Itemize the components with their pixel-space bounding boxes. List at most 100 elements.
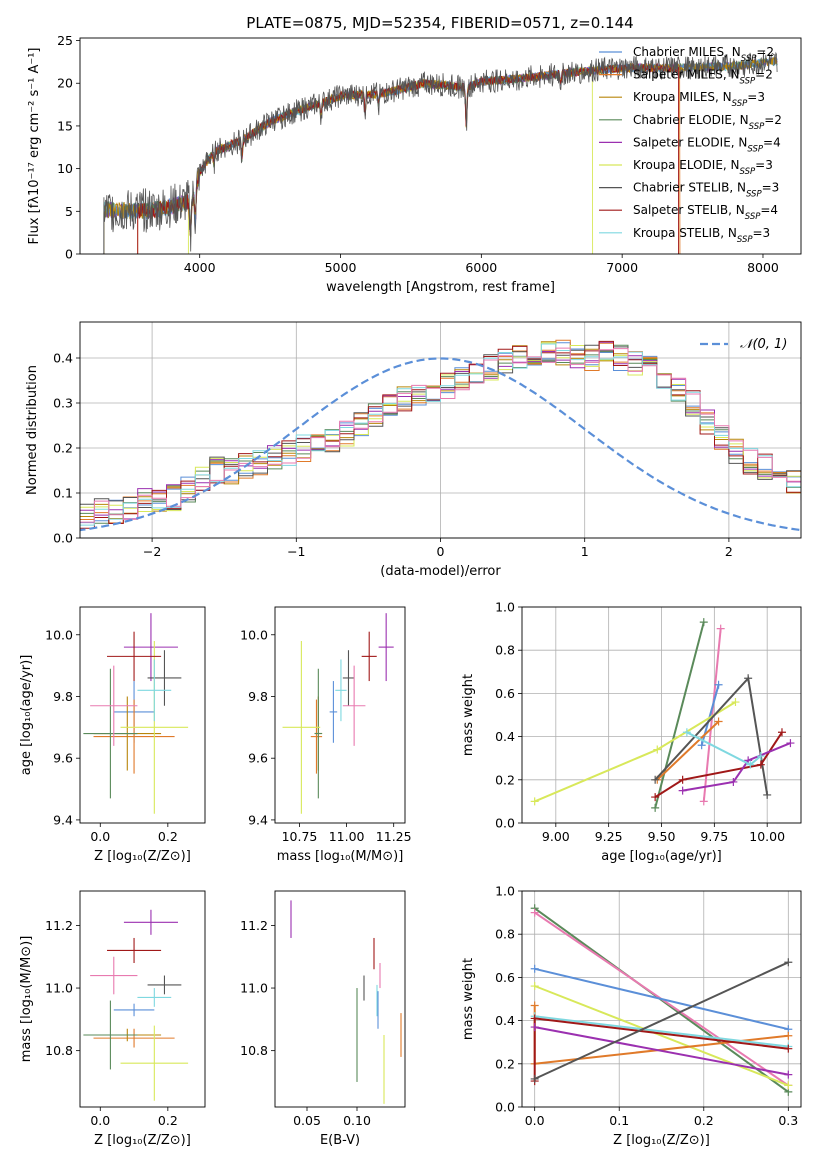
histogram-step [80, 344, 801, 510]
series-marker [763, 790, 772, 799]
y-axis-label: Normed distribution [25, 365, 40, 495]
series-line [654, 731, 783, 798]
x-tick-label: 7000 [606, 260, 638, 275]
x-tick-label: 0.0 [90, 829, 110, 844]
plot-area [282, 613, 394, 814]
plot-area [530, 904, 793, 1096]
plot-area [290, 900, 402, 1104]
series-marker [530, 982, 539, 991]
x-axis-label: Z [log₁₀(Z/Z⊙)] [94, 1133, 191, 1148]
x-tick-label: 0.0 [90, 1113, 110, 1128]
series-marker [777, 728, 786, 737]
y-tick-label: 0.4 [495, 729, 515, 744]
histogram-step [80, 342, 801, 512]
x-tick-label: 0.2 [694, 1113, 714, 1128]
panel-mass-vs-Z: 0.0 0.2 10.8 11.0 11.2 Z [log₁₀(Z/Z⊙)] mass [l… [19, 890, 206, 1148]
series-marker [678, 775, 687, 784]
series-marker [699, 797, 708, 806]
x-tick-label: 10.75 [282, 829, 318, 844]
y-tick-label: 0.4 [53, 351, 73, 366]
series-line [656, 720, 720, 781]
y-tick-label: 0.3 [53, 396, 73, 411]
plot-area [103, 51, 778, 254]
panels: 4000 5000 6000 7000 80000510152025wavelength… [19, 33, 802, 1148]
legend-entry: Salpeter MILES, NSSP=2 [633, 68, 773, 87]
y-tick-label: 5 [65, 204, 73, 219]
x-tick-label: 5000 [325, 260, 357, 275]
y-tick-label: 0.2 [495, 1056, 515, 1071]
y-tick-label: 9.4 [53, 812, 73, 827]
legend-entry: Salpeter STELIB, NSSP=4 [633, 203, 778, 222]
histogram-step [80, 342, 801, 524]
legend-entry: Salpeter ELODIE, NSSP=4 [633, 135, 781, 154]
series-marker [784, 1044, 793, 1053]
series-line [534, 1026, 789, 1076]
y-axis-label: Flux [fλ10⁻¹⁷ erg cm⁻² s⁻¹ A⁻¹] [27, 48, 42, 245]
series-marker [651, 793, 660, 802]
series-line [534, 961, 789, 1080]
y-tick-label: 0.0 [495, 1100, 515, 1115]
histogram-step [80, 344, 801, 524]
legend-entry: Kroupa STELIB, NSSP=3 [633, 226, 770, 245]
x-tick-label: 11.25 [376, 829, 412, 844]
legend-entry: Kroupa MILES, NSSP=3 [633, 90, 765, 109]
spectrum-line [137, 62, 679, 254]
legend-entry: 𝒩(0, 1) [740, 337, 787, 352]
y-tick-label: 0.1 [53, 486, 73, 501]
x-tick-label: 9.25 [595, 829, 623, 844]
x-axis-label: wavelength [Angstrom, rest frame] [326, 280, 555, 295]
axes-frame [79, 890, 206, 1108]
x-axis-label: age [log₁₀(age/yr)] [601, 849, 722, 864]
legend-entry: Chabrier MILES, NSSP=2 [633, 45, 774, 64]
series-marker [530, 964, 539, 973]
y-tick-label: 9.6 [53, 751, 73, 766]
series-marker [716, 624, 725, 633]
axes-frame [521, 606, 802, 824]
plot-area [83, 613, 189, 814]
series-marker [756, 760, 765, 769]
y-axis-label: mass [log₁₀(M/M⊙)] [19, 936, 34, 1063]
y-tick-label: 0.4 [495, 1013, 515, 1028]
y-tick-label: 11.0 [240, 981, 268, 996]
series-marker [784, 1070, 793, 1079]
series-marker [714, 717, 723, 726]
x-tick-label: 6000 [465, 260, 497, 275]
y-tick-label: 20 [57, 76, 73, 91]
series-line [682, 742, 791, 792]
legend-entry: Chabrier ELODIE, NSSP=2 [633, 113, 782, 132]
series-marker [530, 1074, 539, 1083]
series-marker [699, 618, 708, 627]
y-axis-label: age [log₁₀(age/yr)] [19, 655, 34, 776]
y-tick-label: 1.0 [495, 884, 515, 899]
spectrum-legend: Chabrier MILES, NSSP=2 Salpeter MILES, NS… [599, 45, 782, 245]
series-marker [678, 786, 687, 795]
series-line [534, 1015, 789, 1048]
y-tick-label: 0.8 [495, 927, 515, 942]
series-marker [530, 797, 539, 806]
x-tick-label: 0 [437, 544, 445, 559]
plot-area [80, 339, 801, 532]
series-marker [731, 698, 740, 707]
y-tick-label: 0.8 [495, 643, 515, 658]
spectrum-line [103, 51, 778, 254]
y-tick-label: 9.8 [248, 689, 268, 704]
y-tick-label: 0 [65, 247, 73, 262]
histogram-step [80, 341, 801, 520]
y-tick-label: 11.2 [45, 918, 73, 933]
panel-age-vs-Z: 0.0 0.2 9.4 9.6 9.8 10.0 Z [log₁₀(Z/Z⊙)] age [l… [19, 606, 206, 864]
x-tick-label: −1 [287, 544, 305, 559]
panel-massweight-vs-age: 9.00 9.25 9.50 9.75 10.00 0.0 0.2 0.4 0.6 0.8 1.0 a… [461, 600, 802, 864]
series-marker [784, 958, 793, 967]
legend-entry: Chabrier STELIB, NSSP=3 [633, 181, 779, 200]
y-tick-label: 11.0 [45, 981, 73, 996]
series-marker [756, 752, 765, 761]
x-tick-label: 11.00 [329, 829, 365, 844]
x-tick-label: 9.75 [700, 829, 728, 844]
x-tick-label: 0.0 [525, 1113, 545, 1128]
series-marker [530, 1023, 539, 1032]
series-marker [651, 775, 660, 784]
y-tick-label: 0.6 [495, 686, 515, 701]
series-marker [682, 728, 691, 737]
y-tick-label: 10 [57, 161, 73, 176]
series-marker [530, 1014, 539, 1023]
